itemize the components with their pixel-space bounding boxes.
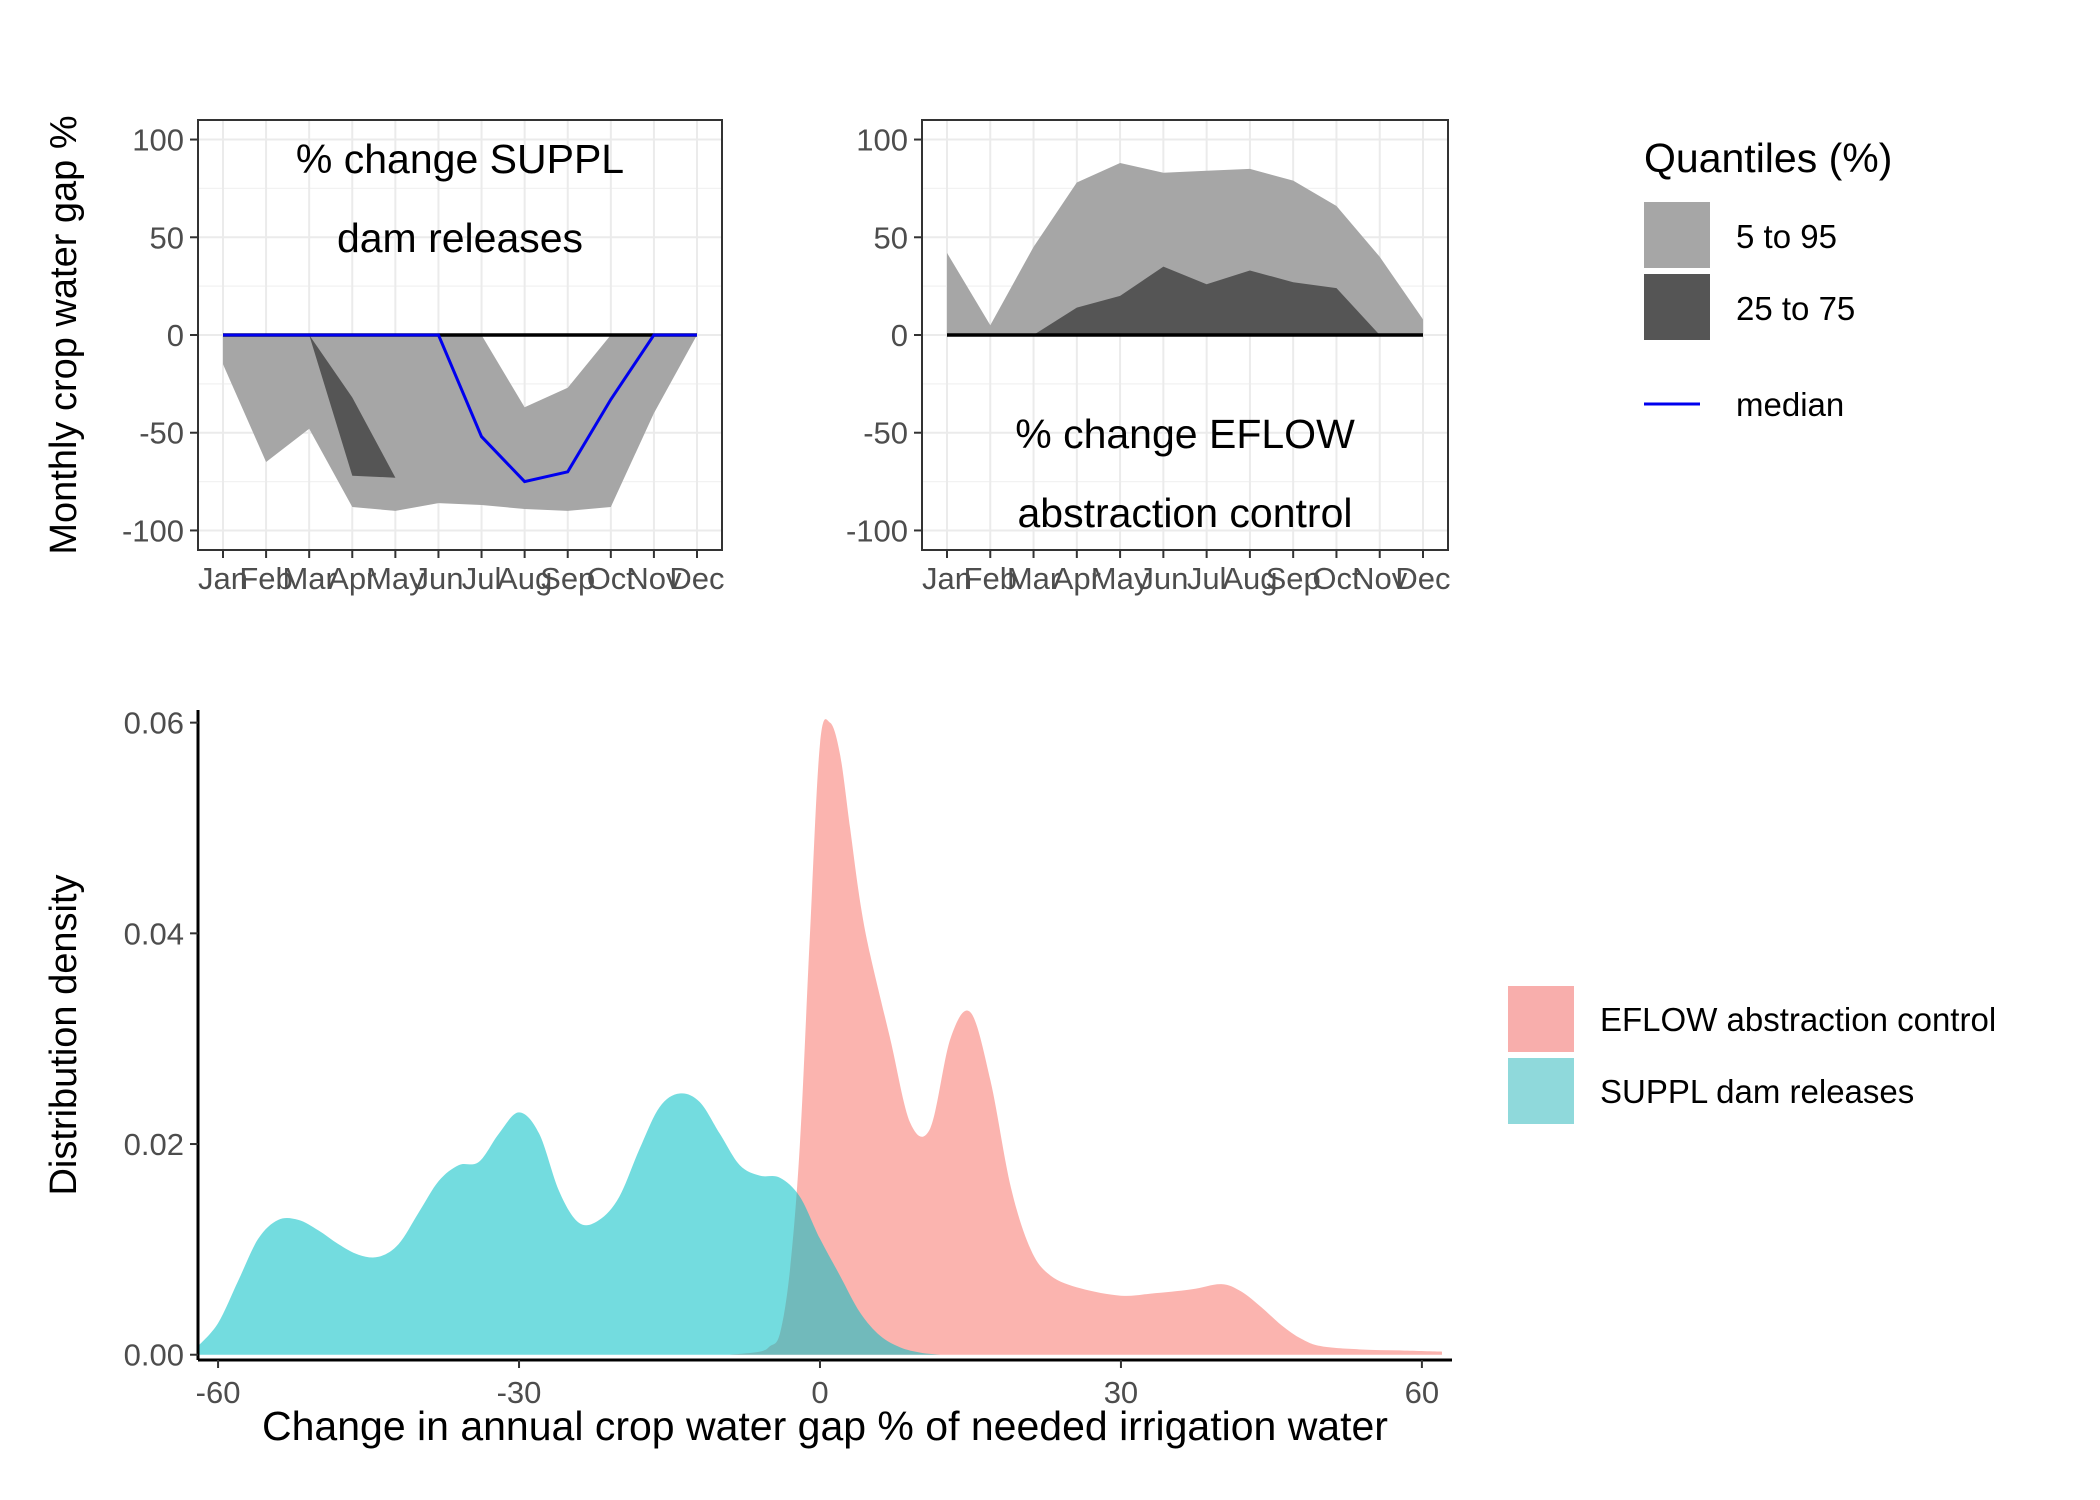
quantiles-legend-title: Quantiles (%) bbox=[1644, 135, 1892, 181]
x-tick-label: Mar bbox=[1007, 561, 1060, 596]
panel-annotation: % change SUPPL bbox=[296, 136, 624, 182]
x-tick-label: Jan bbox=[922, 561, 972, 596]
legend-swatch-25-75 bbox=[1644, 274, 1710, 340]
x-tick-label: Jan bbox=[198, 561, 248, 596]
median-line bbox=[223, 333, 697, 484]
panel-suppl-monthly: 100 50 0 -50 -100 JanFebMarAprMayJunJulAugSep… bbox=[122, 119, 725, 596]
legend-label-eflow: EFLOW abstraction control bbox=[1600, 1001, 1996, 1038]
x-tick-label: Mar bbox=[282, 561, 335, 596]
panel-annotation: % change EFLOW bbox=[1015, 411, 1355, 457]
legend-swatch-suppl bbox=[1508, 1058, 1574, 1124]
x-tick-label: 30 bbox=[1104, 1375, 1138, 1410]
density-area-eflow bbox=[729, 719, 1442, 1355]
y-tick-label: 0.06 bbox=[124, 706, 184, 741]
y-tick-label: -100 bbox=[846, 513, 908, 548]
x-tick-label: Sep bbox=[1266, 561, 1321, 596]
quantiles-legend: Quantiles (%) 5 to 95 25 to 75 median bbox=[1644, 135, 1892, 423]
y-tick-label: 0.02 bbox=[124, 1127, 184, 1162]
x-tick-label: -60 bbox=[196, 1375, 241, 1410]
x-tick-label: Jun bbox=[1138, 561, 1188, 596]
y-tick-label: -50 bbox=[863, 416, 908, 451]
legend-label-5-95: 5 to 95 bbox=[1736, 218, 1837, 255]
x-axis-label: Change in annual crop water gap % of nee… bbox=[262, 1403, 1388, 1449]
x-tick-label: Dec bbox=[1395, 561, 1450, 596]
x-tick-label: Apr bbox=[328, 561, 376, 596]
panel-density: 0.00 0.02 0.04 0.06 -60 -30 0 30 60 Change in ann… bbox=[43, 706, 1452, 1449]
x-tick-label: Jul bbox=[1187, 561, 1227, 596]
quantile-band-5-95 bbox=[223, 335, 697, 511]
y-tick-label: 50 bbox=[874, 220, 908, 255]
x-tick-label: Aug bbox=[1222, 561, 1277, 596]
x-tick-label: May bbox=[366, 561, 425, 596]
y-tick-label: 100 bbox=[856, 123, 908, 158]
x-tick-label: May bbox=[1091, 561, 1150, 596]
x-tick-label: 60 bbox=[1405, 1375, 1439, 1410]
y-tick-label: -50 bbox=[139, 416, 184, 451]
x-tick-label: Jul bbox=[462, 561, 502, 596]
y-tick-label: 0.00 bbox=[124, 1338, 184, 1373]
legend-swatch-5-95 bbox=[1644, 202, 1710, 268]
y-tick-label: 100 bbox=[132, 123, 184, 158]
y-tick-label: -100 bbox=[122, 513, 184, 548]
monthly-y-axis-label: Monthly crop water gap % bbox=[43, 115, 85, 554]
legend-label-median: median bbox=[1736, 386, 1844, 423]
x-tick-label: Aug bbox=[497, 561, 552, 596]
x-tick-label: Sep bbox=[540, 561, 595, 596]
x-tick-label: Feb bbox=[964, 561, 1017, 596]
x-tick-label: Oct bbox=[1312, 561, 1361, 596]
y-tick-label: 0.04 bbox=[124, 916, 184, 951]
panel-annotation: abstraction control bbox=[1017, 490, 1352, 536]
legend-label-suppl: SUPPL dam releases bbox=[1600, 1073, 1914, 1110]
x-tick-label: Feb bbox=[239, 561, 292, 596]
y-tick-label: 0 bbox=[891, 318, 908, 353]
panel-eflow-monthly: 100 50 0 -50 -100 JanFebMarAprMayJunJulAugSep… bbox=[846, 119, 1451, 596]
panel-annotation: dam releases bbox=[337, 215, 583, 261]
x-tick-label: Nov bbox=[626, 561, 682, 596]
x-tick-label: Dec bbox=[669, 561, 724, 596]
scenario-legend: EFLOW abstraction control SUPPL dam rele… bbox=[1508, 986, 1996, 1124]
quantile-band-25-75 bbox=[947, 266, 1423, 335]
x-tick-label: Nov bbox=[1352, 561, 1408, 596]
density-area-suppl bbox=[198, 1093, 941, 1355]
x-tick-label: Apr bbox=[1053, 561, 1101, 596]
y-axis-label: Distribution density bbox=[43, 874, 85, 1195]
legend-swatch-eflow bbox=[1508, 986, 1574, 1052]
y-tick-label: 50 bbox=[150, 220, 184, 255]
y-tick-label: 0 bbox=[167, 318, 184, 353]
legend-label-25-75: 25 to 75 bbox=[1736, 290, 1855, 327]
x-tick-label: -30 bbox=[497, 1375, 542, 1410]
x-tick-label: 0 bbox=[811, 1375, 828, 1410]
x-tick-label: Jun bbox=[413, 561, 463, 596]
x-tick-label: Oct bbox=[587, 561, 636, 596]
